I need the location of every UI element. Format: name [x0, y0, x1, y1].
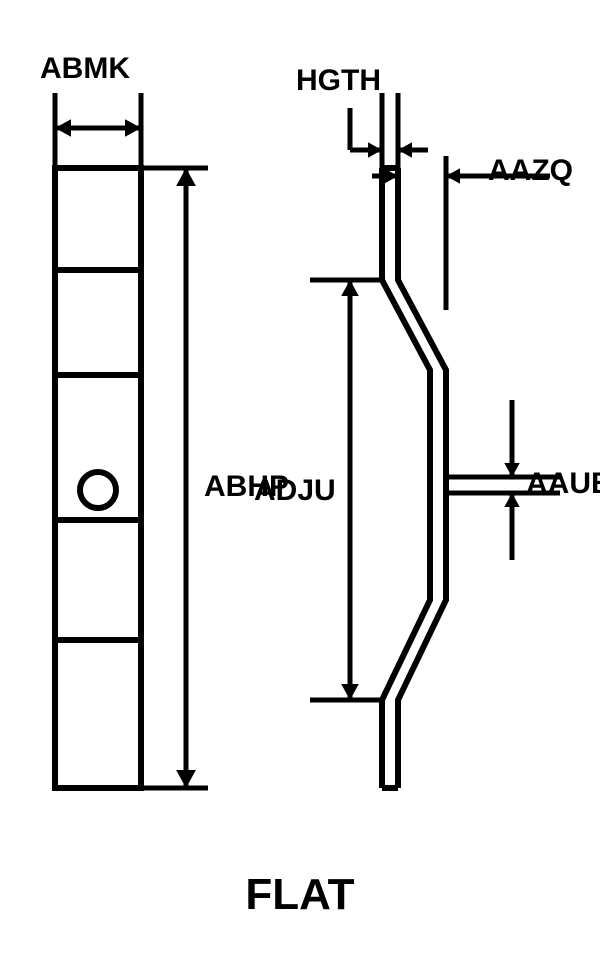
label-aaub: AAUB — [526, 467, 600, 501]
label-hgth: HGTH — [296, 64, 381, 98]
label-abmk: ABMK — [40, 52, 130, 86]
label-adju-visible: ADJU — [254, 474, 336, 508]
label-aazq: AAZQ — [488, 154, 573, 188]
title-flat: FLAT — [0, 870, 600, 920]
